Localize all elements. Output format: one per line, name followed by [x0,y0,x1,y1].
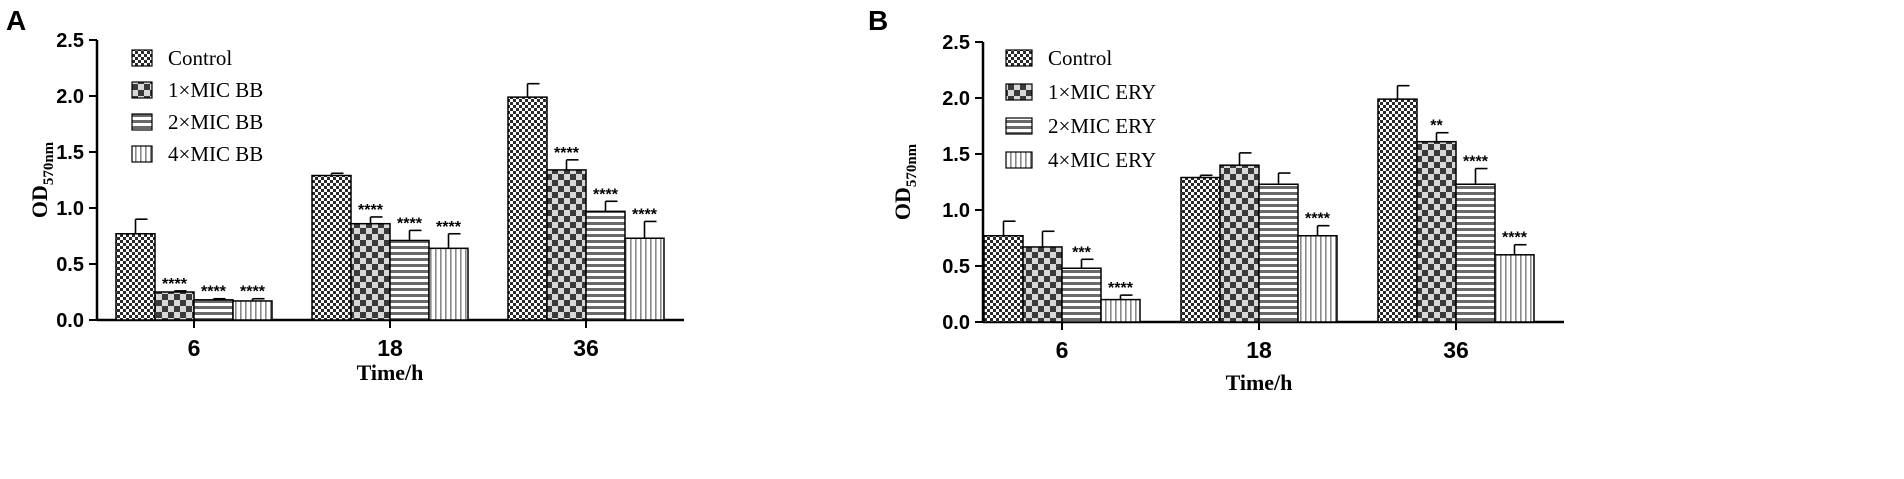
legend-swatch-3 [131,113,153,131]
y-axis-title: OD570nm [27,141,57,218]
significance-mark: **** [632,206,658,223]
legend-label-3: 2×MIC ERY [1048,114,1156,138]
bar-18-3 [1258,183,1299,323]
panel-label: A [6,5,26,36]
bar-36-4 [624,237,665,321]
y-tick-label: 1.5 [942,144,970,166]
x-tick-label: 18 [1246,337,1272,363]
x-axis-title: Time/h [357,360,424,385]
legend-label-1: Control [1048,46,1112,70]
x-tick-label: 36 [573,335,599,361]
x-tick-label: 6 [1056,337,1069,363]
bar-6-2 [154,291,195,321]
y-axis-title-subscript: 570nm [41,141,57,185]
y-axis-title-main: OD [890,187,915,220]
y-tick-label: 2.0 [942,88,970,110]
bar-18-3 [389,239,430,321]
legend-swatch-2 [131,81,153,99]
bar-18-4 [1297,235,1338,323]
legend-swatch-4 [131,145,153,163]
bar-6-3 [1061,267,1102,323]
legend-swatch-1 [1005,49,1033,67]
significance-mark: ** [1430,118,1443,135]
x-tick-label: 18 [377,335,403,361]
significance-mark: **** [240,284,266,301]
bar-36-2 [546,169,587,321]
significance-mark: **** [1463,154,1489,171]
bar-18-2 [1219,164,1260,323]
y-tick-label: 0.0 [942,312,970,334]
bar-36-3 [585,210,626,321]
bar-36-3 [1455,183,1496,323]
y-tick-label: 0.0 [56,310,84,332]
significance-mark: **** [593,186,619,203]
bar-6-3 [193,299,234,321]
bar-6-1 [983,235,1024,323]
y-tick-label: 2.0 [56,86,84,108]
x-tick-label: 36 [1443,337,1469,363]
legend-label-1: Control [168,46,232,70]
y-tick-label: 2.5 [942,32,970,54]
bar-36-1 [507,96,548,321]
legend-label-4: 4×MIC ERY [1048,148,1156,172]
y-axis-title-main: OD [27,185,52,218]
legend-label-2: 1×MIC BB [168,78,263,102]
significance-mark: **** [397,215,423,232]
bar-18-1 [1180,176,1221,323]
legend-label-3: 2×MIC BB [168,110,263,134]
y-tick-label: 2.5 [56,30,84,52]
significance-mark: *** [1072,244,1091,261]
legend-swatch-4 [1005,151,1033,169]
significance-mark: **** [1108,280,1134,297]
panel-a: A 0.0 0.5 1.0 1.5 2.0 2.5 OD570nm Time/h 6 **** ***… [6,5,684,385]
bar-36-4 [1494,254,1535,323]
bar-6-4 [232,300,273,321]
legend-label-2: 1×MIC ERY [1048,80,1156,104]
significance-mark: **** [436,219,462,236]
significance-mark: **** [162,276,188,293]
significance-mark: **** [554,145,580,162]
bar-18-4 [428,247,469,321]
significance-mark: **** [1502,230,1528,247]
y-tick-label: 0.5 [942,256,970,278]
significance-mark: **** [201,284,227,301]
y-axis-title-subscript: 570nm [904,143,920,187]
x-tick-label: 6 [188,335,201,361]
legend-swatch-1 [131,49,153,67]
y-tick-label: 0.5 [56,254,84,276]
bar-6-2 [1022,246,1063,323]
panel-label: B [868,5,888,36]
legend-swatch-2 [1005,83,1033,101]
y-tick-label: 1.5 [56,142,84,164]
bar-36-1 [1377,98,1418,323]
panel-b: B0.00.51.01.52.02.5OD570nmTime/h6*******… [868,5,1564,395]
significance-mark: **** [1305,211,1331,228]
x-axis-title: Time/h [1226,370,1293,395]
bar-36-2 [1416,140,1457,323]
y-tick-label: 1.0 [56,198,84,220]
significance-mark: **** [358,202,384,219]
y-tick-label: 1.0 [942,200,970,222]
bar-18-2 [350,222,391,321]
legend-label-4: 4×MIC BB [168,142,263,166]
legend-swatch-3 [1005,117,1033,135]
bar-18-1 [311,174,352,321]
bar-6-4 [1100,298,1141,323]
y-axis-title: OD570nm [890,143,920,220]
bar-6-1 [115,233,156,321]
